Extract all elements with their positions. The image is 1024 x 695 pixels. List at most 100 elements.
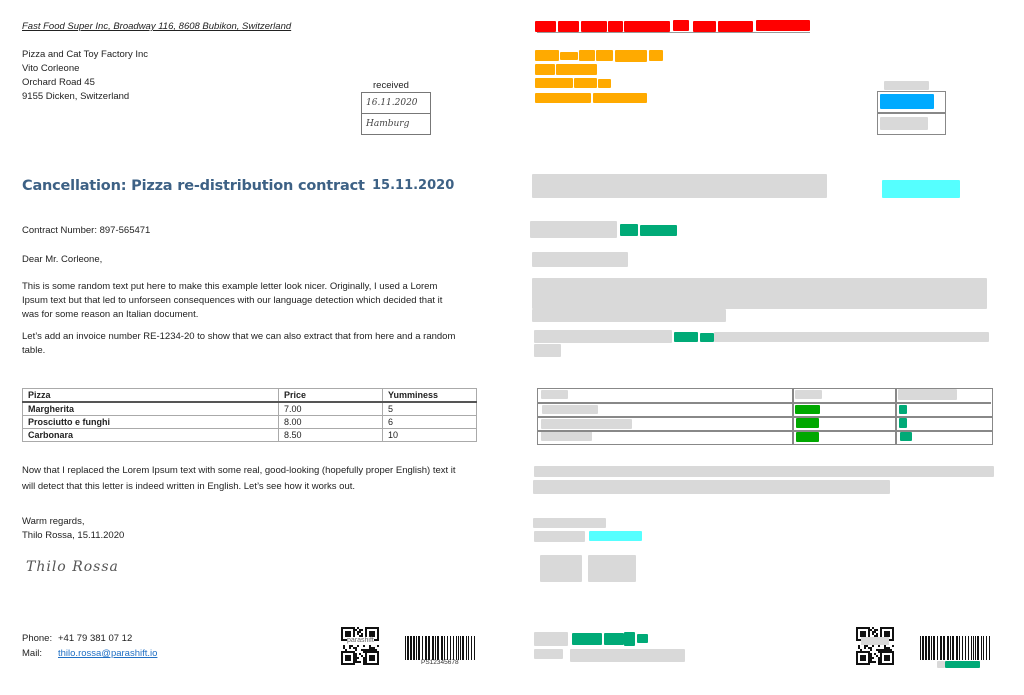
mask-block-other-text bbox=[534, 330, 672, 343]
table-row-line bbox=[537, 430, 993, 432]
mask-block-other-text bbox=[898, 389, 957, 400]
mask-block-other-text bbox=[714, 332, 989, 342]
pizza-table: Pizza Price Yumminess Margherita 7.00 5 … bbox=[22, 388, 477, 442]
mail-label: Mail: bbox=[22, 648, 43, 659]
paragraph-line: was for some reason an Italian document. bbox=[22, 309, 199, 320]
mask-block-sender bbox=[608, 21, 623, 32]
underline bbox=[537, 32, 810, 33]
header-cell: Price bbox=[278, 388, 383, 403]
mask-block-date bbox=[589, 531, 642, 541]
mask-block-sender bbox=[581, 21, 607, 32]
mask-block-sender bbox=[693, 21, 716, 32]
mask-block-other-text bbox=[530, 221, 617, 238]
barcode-icon bbox=[405, 636, 475, 660]
qr-code-icon bbox=[341, 627, 379, 665]
recipient-line: Pizza and Cat Toy Factory Inc bbox=[22, 49, 149, 60]
salutation: Dear Mr. Corleone, bbox=[22, 254, 103, 265]
mask-block-recipient bbox=[615, 50, 647, 62]
mask-block-other-text bbox=[541, 431, 592, 441]
mask-block-other-text bbox=[541, 390, 568, 399]
phone-number: +41 79 381 07 12 bbox=[58, 633, 133, 644]
mask-block-sender bbox=[718, 21, 753, 32]
received-stamp: 16.11.2020 Hamburg bbox=[361, 92, 431, 135]
closing: Warm regards, bbox=[22, 516, 85, 527]
recipient-line: Orchard Road 45 bbox=[22, 77, 95, 88]
table-header-line bbox=[537, 402, 991, 404]
mask-block-other-text bbox=[884, 81, 929, 90]
paragraph-line: This is some random text put here to mak… bbox=[22, 281, 438, 292]
mask-block-recipient bbox=[596, 50, 613, 61]
mask-block-recipient bbox=[556, 64, 597, 75]
mask-block-recipient bbox=[574, 78, 597, 88]
table-row: Margherita 7.00 5 bbox=[22, 401, 477, 416]
recipient-line: Vito Corleone bbox=[22, 63, 80, 74]
mask-block-other-text bbox=[880, 117, 928, 130]
price-cell: 8.00 bbox=[278, 415, 383, 429]
mask-block-other-text bbox=[795, 390, 822, 399]
mask-block-identifier bbox=[624, 632, 635, 646]
mask-block-sender bbox=[558, 21, 579, 32]
mask-block-other-text bbox=[533, 480, 890, 494]
mask-block-other-text bbox=[532, 252, 628, 267]
mask-block-identifier bbox=[945, 661, 980, 668]
mask-block-price bbox=[796, 418, 819, 428]
paragraph-line: table. bbox=[22, 345, 46, 356]
table-header-row: Pizza Price Yumminess bbox=[22, 388, 477, 403]
barcode-icon bbox=[920, 636, 990, 660]
signer: Thilo Rossa, 15.11.2020 bbox=[22, 530, 125, 541]
mask-block-date bbox=[882, 180, 960, 198]
paragraph-line: will detect that this letter is indeed w… bbox=[22, 481, 356, 492]
mask-block-other-text bbox=[570, 649, 685, 662]
pizza-cell: Carbonara bbox=[22, 428, 279, 442]
mask-block-recipient bbox=[535, 93, 591, 103]
mask-block-stamp-date bbox=[880, 94, 934, 109]
yumminess-cell: 5 bbox=[382, 401, 477, 416]
signature: Thilo Rossa bbox=[26, 559, 119, 575]
table-col-line bbox=[792, 388, 794, 445]
header-cell: Pizza bbox=[22, 388, 279, 403]
letter-date: 15.11.2020 bbox=[372, 178, 455, 193]
mask-block-recipient bbox=[560, 52, 578, 60]
qr-code-icon bbox=[856, 627, 894, 665]
mask-block-other-text bbox=[532, 309, 726, 322]
page-title: Cancellation: Pizza re-distribution cont… bbox=[22, 178, 365, 194]
mask-block-other-text bbox=[532, 174, 827, 198]
mask-block-recipient bbox=[598, 79, 611, 88]
mask-block-other-text bbox=[532, 278, 987, 309]
mask-block-identifier bbox=[604, 633, 624, 645]
mask-block-other-text bbox=[534, 466, 994, 477]
contract-number: Contract Number: 897-565471 bbox=[22, 225, 151, 236]
pizza-cell: Prosciutto e funghi bbox=[22, 415, 279, 429]
barcode-text: PS12345678 bbox=[421, 659, 459, 666]
pizza-cell: Margherita bbox=[22, 401, 279, 416]
yumminess-cell: 10 bbox=[382, 428, 477, 442]
phone-label: Phone: bbox=[22, 633, 53, 644]
mask-block-recipient bbox=[535, 78, 573, 88]
mask-block-recipient bbox=[649, 50, 663, 61]
table-row: Prosciutto e funghi 8.00 6 bbox=[22, 415, 477, 429]
price-cell: 7.00 bbox=[278, 401, 383, 416]
stamp-date: 16.11.2020 bbox=[362, 93, 430, 114]
price-cell: 8.50 bbox=[278, 428, 383, 442]
mask-block-identifier bbox=[674, 332, 698, 342]
mask-block-other-text bbox=[534, 531, 585, 542]
mask-block-identifier bbox=[900, 432, 912, 441]
mask-block-identifier bbox=[899, 405, 907, 414]
mask-block-identifier bbox=[640, 225, 677, 236]
mask-block-other-text bbox=[541, 419, 632, 429]
mask-block-price bbox=[796, 432, 819, 442]
stamp-label: received bbox=[373, 80, 409, 91]
table-col-line bbox=[895, 388, 897, 445]
paragraph-line: Let’s add an invoice number RE-1234-20 t… bbox=[22, 331, 456, 342]
mask-block-sender bbox=[673, 20, 689, 31]
mask-block-other-text bbox=[534, 344, 561, 357]
mask-block-other-text bbox=[534, 632, 568, 646]
mask-block-identifier bbox=[637, 634, 648, 643]
qr-label: parashift bbox=[347, 637, 374, 645]
mask-block-identifier bbox=[620, 224, 638, 236]
mask-block-sender bbox=[756, 20, 810, 31]
email-link[interactable]: thilo.rossa@parashift.io bbox=[58, 648, 158, 659]
mask-block-recipient bbox=[535, 50, 559, 61]
table-row: Carbonara 8.50 10 bbox=[22, 428, 477, 442]
mask-block-price bbox=[795, 405, 820, 414]
